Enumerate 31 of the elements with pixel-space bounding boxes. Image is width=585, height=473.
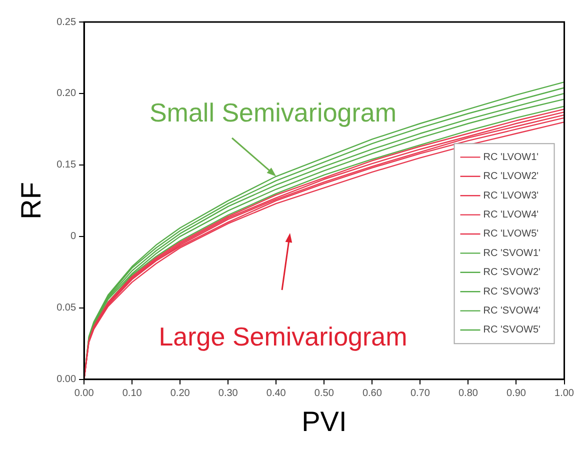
legend-label: RC 'SVOW2' [483, 267, 541, 278]
x-axis-title: PVI [302, 406, 347, 437]
y-tick-label: 0.15 [56, 160, 76, 171]
x-tick-label: 0.70 [410, 388, 430, 400]
y-tick-label: 0.00 [56, 374, 76, 386]
y-tick-label: 0.05 [56, 302, 76, 314]
legend-label: RC 'SVOW3' [483, 286, 541, 298]
x-tick-label: 0.20 [170, 388, 190, 400]
y-axis-title: RF [16, 182, 47, 220]
x-tick-label: 1.00 [554, 388, 574, 400]
legend-label: RC 'LVOW1' [483, 152, 539, 163]
legend-label: RC 'LVOW5' [483, 228, 539, 240]
annotation: Large Semivariogram [158, 322, 408, 352]
x-tick-label: 0.80 [458, 388, 478, 400]
legend-label: RC 'SVOW5' [483, 324, 541, 336]
y-tick-label: 0 [70, 231, 76, 242]
legend-label: RC 'SVOW1' [483, 248, 541, 259]
x-tick-label: 0.40 [266, 388, 286, 400]
x-tick-label: 0.30 [218, 388, 238, 400]
y-tick-label: 0.20 [56, 88, 76, 100]
x-tick-label: 0.00 [74, 388, 94, 400]
x-tick-label: 0.60 [362, 388, 382, 400]
x-tick-label: 0.50 [314, 388, 334, 400]
x-tick-label: 0.10 [122, 388, 142, 400]
legend-label: RC 'LVOW4' [483, 210, 539, 221]
y-tick-label: 0.25 [56, 16, 76, 28]
annotation: Small Semivariogram [149, 98, 397, 128]
legend-label: RC 'SVOW4' [483, 306, 541, 317]
legend-label: RC 'LVOW2' [483, 171, 539, 182]
x-tick-label: 0.90 [506, 388, 526, 400]
legend-label: RC 'LVOW3' [483, 190, 539, 202]
